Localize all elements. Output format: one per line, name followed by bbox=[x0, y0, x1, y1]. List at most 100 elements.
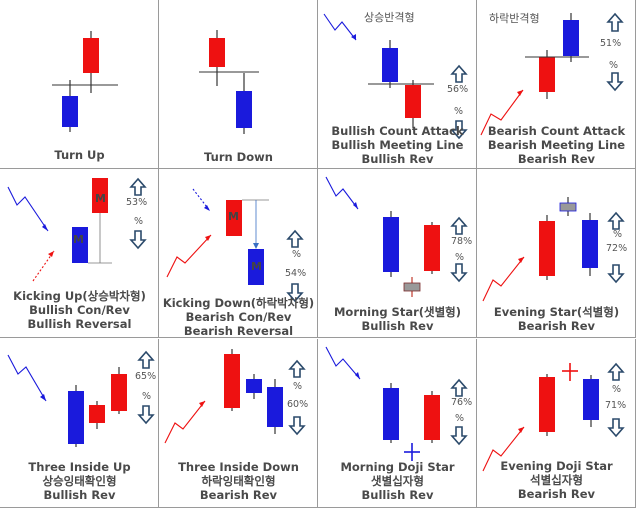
pattern-name-alt: Bearish Meeting Line bbox=[487, 138, 626, 152]
up-arrow-icon bbox=[450, 216, 468, 235]
uptrend-line bbox=[166, 234, 212, 278]
bullish-candle bbox=[405, 85, 421, 118]
pattern-cell-turn-down: Turn Down bbox=[159, 0, 318, 169]
pattern-signal: Bearish Rev bbox=[517, 152, 596, 166]
marubozu-bullish-candle bbox=[226, 200, 242, 236]
bearish-candle bbox=[68, 391, 84, 444]
down-probability: % bbox=[609, 60, 619, 71]
bullish-candle bbox=[209, 38, 225, 67]
bearish-candle bbox=[563, 20, 579, 56]
pattern-cell-evening-star: % 72% Evening Star(석별형) Bearish Rev bbox=[477, 169, 636, 338]
down-probability: % bbox=[454, 106, 464, 117]
up-arrow-icon bbox=[606, 12, 624, 32]
pattern-name-korean: 석별십자형 bbox=[530, 473, 583, 487]
bearish-candle bbox=[583, 379, 599, 420]
pattern-cell-evening-doji-star: % 71% Evening Doji Star 석별십자형 Bearish Re… bbox=[477, 339, 636, 508]
down-probability: % bbox=[613, 229, 623, 240]
bearish-candle bbox=[383, 388, 399, 440]
up-arrow-icon bbox=[450, 378, 468, 397]
pattern-name-korean: 샛별십자형 bbox=[371, 474, 424, 488]
pattern-name-korean: 하락잉태확인형 bbox=[201, 474, 276, 488]
pattern-cell-three-inside-up: 65% % Three Inside Up 상승잉태확인형 Bullish Re… bbox=[0, 339, 159, 508]
pattern-signal: Bullish Rev bbox=[361, 488, 434, 502]
marubozu-label: M bbox=[228, 210, 239, 223]
bullish-candle bbox=[424, 395, 440, 440]
three-inside-up-diagram bbox=[7, 350, 155, 447]
downtrend-line bbox=[7, 186, 49, 232]
marubozu-label: M bbox=[73, 233, 84, 246]
down-arrow-icon bbox=[450, 426, 468, 446]
evening-doji-star-diagram bbox=[482, 362, 625, 472]
pattern-signal: Bullish Rev bbox=[361, 319, 434, 333]
pattern-cell-bullish-counter-attack: 상승반격형 56% % Bullish Count Attack Bullish… bbox=[318, 0, 477, 169]
down-probability: % bbox=[455, 413, 465, 424]
pattern-name: Bearish Count Attack bbox=[487, 124, 626, 138]
bearish-confirm-candle bbox=[267, 387, 283, 427]
down-arrow-icon bbox=[607, 418, 625, 438]
down-probability: 54% bbox=[285, 268, 307, 279]
bullish-candle bbox=[424, 225, 440, 271]
up-probability: 60% bbox=[287, 399, 309, 410]
up-probability: 53% bbox=[126, 197, 148, 208]
pattern-signal: Bearish Rev bbox=[517, 319, 596, 333]
pattern-name-alt: Bullish Meeting Line bbox=[331, 138, 464, 152]
pattern-name: Evening Star(석별형) bbox=[493, 305, 620, 319]
morning-star-diagram bbox=[325, 176, 468, 297]
pattern-signal: Bearish Rev bbox=[517, 487, 596, 501]
down-arrow-icon bbox=[288, 416, 306, 436]
pattern-cell-kicking-up: M M 53% % Kicking Up(상승박차형) Bullish Con/… bbox=[0, 169, 159, 338]
pattern-type: Bearish Con/Rev bbox=[185, 310, 292, 324]
pattern-name: Three Inside Down bbox=[178, 460, 299, 474]
star-candle bbox=[403, 282, 421, 292]
pattern-signal: Bullish Rev bbox=[43, 488, 116, 502]
korean-title: 하락반격형 bbox=[489, 12, 540, 25]
down-probability: % bbox=[142, 391, 152, 402]
downtrend-line bbox=[323, 13, 357, 41]
marubozu-bearish-candle bbox=[248, 249, 264, 285]
up-probability: 78% bbox=[451, 236, 473, 247]
up-arrow-icon bbox=[137, 350, 155, 369]
up-arrow-icon bbox=[129, 177, 147, 196]
bearish-counter-diagram bbox=[480, 12, 624, 136]
downtrend-arrowhead bbox=[351, 34, 356, 40]
bullish-confirm-candle bbox=[111, 374, 127, 411]
morning-doji-star-diagram bbox=[325, 346, 468, 461]
bearish-harami-candle bbox=[246, 379, 262, 393]
three-inside-down-diagram bbox=[164, 349, 306, 444]
korean-title: 상승반격형 bbox=[364, 11, 415, 24]
uptrend-line bbox=[482, 256, 525, 302]
up-probability: 71% bbox=[605, 400, 627, 411]
up-arrow-icon bbox=[607, 211, 625, 230]
bearish-candle bbox=[62, 96, 78, 127]
turn-down-diagram bbox=[199, 30, 259, 134]
uptrend-arrowhead bbox=[518, 257, 524, 263]
turn-up-diagram bbox=[52, 31, 118, 132]
pattern-signal: Bearish Reversal bbox=[183, 324, 294, 338]
down-probability: % bbox=[134, 216, 144, 227]
up-arrow-icon bbox=[286, 229, 304, 248]
up-probability: 65% bbox=[135, 371, 157, 382]
pattern-cell-kicking-down: M M % 54% Kicking Down(하락박차형) Bearish Co… bbox=[159, 169, 318, 338]
kicking-up-diagram bbox=[7, 177, 147, 282]
pattern-name: Three Inside Up bbox=[28, 460, 131, 474]
pattern-name: Morning Doji Star bbox=[340, 460, 455, 474]
downtrend-arrowhead bbox=[42, 224, 48, 231]
marubozu-label: M bbox=[251, 260, 262, 273]
down-probability: % bbox=[455, 252, 465, 263]
pattern-name: Turn Down bbox=[204, 150, 273, 164]
up-probability: 72% bbox=[606, 243, 628, 254]
pattern-name: Morning Star(샛별형) bbox=[333, 305, 462, 319]
pattern-cell-morning-star: 78% % Morning Star(샛별형) Bullish Rev bbox=[318, 169, 477, 338]
bullish-candle bbox=[539, 377, 555, 432]
pattern-signal: Bullish Reversal bbox=[27, 317, 132, 331]
pattern-cell-turn-up: Turn Up bbox=[0, 0, 159, 169]
uptrend-line bbox=[480, 89, 524, 136]
down-arrow-icon bbox=[607, 264, 625, 284]
evening-star-diagram bbox=[482, 197, 625, 302]
pattern-cell-three-inside-down: % 60% Three Inside Down 하락잉태확인형 Bearish … bbox=[159, 339, 318, 508]
uptrend-line bbox=[482, 426, 525, 472]
pattern-cell-bearish-counter-attack: 하락반격형 51% % Bearish Count Attack Bearish… bbox=[477, 0, 636, 169]
down-arrow-icon bbox=[137, 405, 155, 425]
bearish-candle bbox=[383, 217, 399, 272]
